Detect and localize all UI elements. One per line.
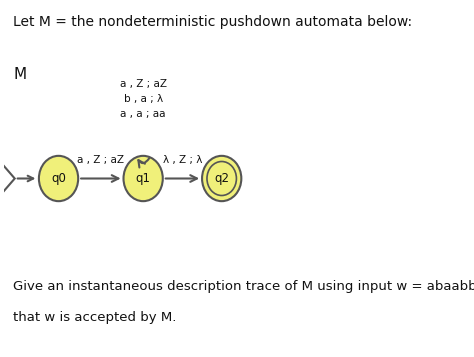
Text: λ , Z ; λ: λ , Z ; λ (163, 155, 202, 165)
Text: that w is accepted by M.: that w is accepted by M. (13, 311, 177, 324)
Text: q1: q1 (136, 172, 151, 185)
Text: a , Z ; aZ
b , a ; λ
a , a ; aa: a , Z ; aZ b , a ; λ a , a ; aa (119, 79, 167, 119)
Text: q0: q0 (51, 172, 66, 185)
Text: a , Z ; aZ: a , Z ; aZ (77, 155, 124, 165)
FancyArrowPatch shape (138, 158, 149, 167)
Circle shape (39, 156, 78, 201)
Text: q2: q2 (214, 172, 229, 185)
Circle shape (202, 156, 241, 201)
Circle shape (124, 156, 163, 201)
Text: M: M (13, 67, 27, 82)
Text: Let M = the nondeterministic pushdown automata below:: Let M = the nondeterministic pushdown au… (13, 15, 412, 29)
Text: Give an instantaneous description trace of M using input w = abaabb to show: Give an instantaneous description trace … (13, 280, 474, 293)
